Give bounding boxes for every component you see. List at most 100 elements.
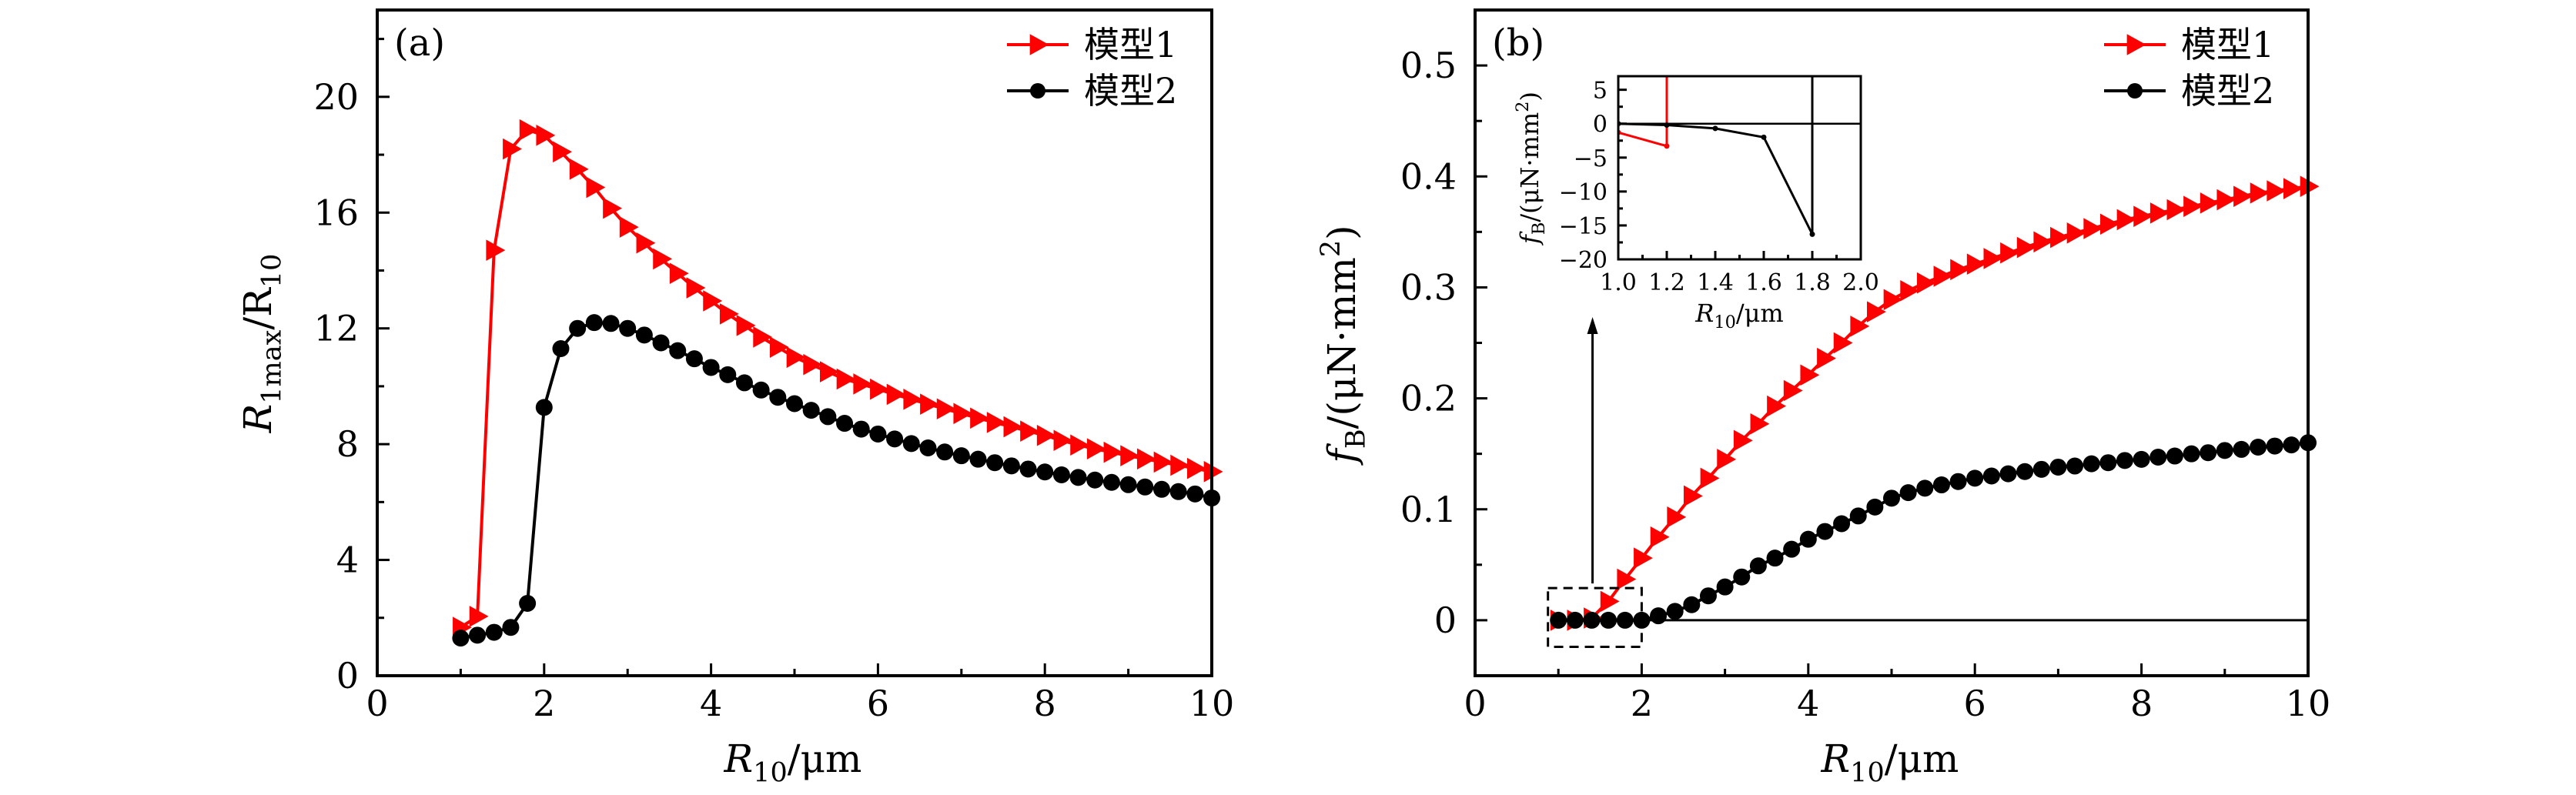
y-axis-title: R1max/R10 <box>236 254 288 434</box>
data-point <box>569 159 589 180</box>
y-tick-label: 0.4 <box>1400 155 1457 197</box>
data-point <box>1153 480 1170 498</box>
data-point <box>1783 540 1801 558</box>
data-point <box>2216 189 2236 211</box>
data-point <box>952 447 970 465</box>
inset-x-tick-label: 1.8 <box>1794 269 1831 296</box>
data-point <box>1019 460 1037 478</box>
inset-x-tick-label: 1.2 <box>1648 269 1685 296</box>
data-point <box>736 315 756 336</box>
data-point <box>1583 611 1601 629</box>
data-point <box>569 319 587 337</box>
data-point <box>886 430 904 448</box>
inset-chart: 1.0 1.2 1.4 1.6 1.8 2.0 5 0 −5 −10 −15 −20 R10/μm fB/… <box>1513 75 1879 332</box>
data-point <box>1950 259 1970 281</box>
y-tick-label: 4 <box>336 539 359 581</box>
data-point <box>1550 611 1567 629</box>
data-point <box>686 277 706 299</box>
data-point <box>1717 449 1737 470</box>
x-tick-label: 10 <box>1189 683 1235 724</box>
data-point <box>1069 469 1087 486</box>
data-point <box>2050 226 2069 249</box>
data-point <box>1650 607 1668 625</box>
data-point <box>2266 437 2283 455</box>
data-point <box>1683 485 1703 507</box>
axis-title-subscript: 10 <box>1850 758 1885 789</box>
legend-marker <box>1029 34 1049 55</box>
data-point <box>2200 192 2220 214</box>
axis-title-symbol: R <box>236 404 280 434</box>
data-point <box>2149 448 2167 466</box>
data-point <box>1749 557 1767 575</box>
data-point <box>2116 452 2133 469</box>
inset-data-point <box>1664 122 1670 128</box>
y-tick-label: 20 <box>313 76 359 118</box>
axis-title-symbol: R <box>1694 299 1714 328</box>
x-tick-label: 2 <box>1631 683 1653 724</box>
inset-y-tick-label: −5 <box>1574 145 1607 172</box>
y-tick-label: 0 <box>336 655 359 696</box>
data-point <box>1086 471 1104 489</box>
legend-item: 模型2 <box>1007 70 1177 112</box>
data-point <box>1103 441 1123 463</box>
data-point <box>1186 457 1206 479</box>
data-point <box>1169 483 1187 500</box>
data-point <box>1003 416 1023 438</box>
data-point <box>2166 447 2183 465</box>
data-point <box>786 395 803 413</box>
zoom-region-box <box>1547 586 1643 649</box>
data-point <box>886 383 906 406</box>
inset-y-tick-label: −15 <box>1559 213 1607 240</box>
data-point <box>1203 461 1223 483</box>
data-point <box>2099 213 2119 235</box>
data-point <box>1932 476 1950 494</box>
data-point <box>803 353 823 376</box>
data-point <box>486 239 506 261</box>
data-point <box>2267 180 2287 202</box>
inset-axes-frame <box>1617 75 1862 261</box>
axis-title-unit: /μm <box>1885 737 1959 781</box>
y-tick-label: 16 <box>313 192 359 233</box>
data-point <box>669 342 687 359</box>
data-point <box>769 336 789 358</box>
data-point <box>1600 611 1618 629</box>
data-point <box>2033 231 2053 253</box>
inset-plot-area <box>1618 76 1861 237</box>
data-point <box>953 403 973 425</box>
legend-label: 模型2 <box>2181 70 2274 112</box>
data-point <box>986 412 1006 433</box>
data-point <box>703 290 723 312</box>
data-point <box>1849 507 1867 525</box>
axis-title-symbol: R <box>1821 737 1851 781</box>
data-point <box>1867 301 1886 322</box>
data-point <box>1070 434 1090 456</box>
x-tick-label: 4 <box>700 683 722 724</box>
data-point <box>1916 479 1934 497</box>
data-point <box>1883 489 1900 507</box>
data-point <box>970 407 989 429</box>
legend-item: 模型1 <box>2104 24 2274 65</box>
data-point <box>1136 448 1156 470</box>
panel-b-chart: 0 2 4 6 8 1000.10.20.30.40.5(b)R10/μmfB/(μN·m… <box>1316 8 2330 789</box>
data-point <box>1783 379 1803 402</box>
inset-x-tick-label: 1.0 <box>1600 269 1637 296</box>
data-point <box>1600 590 1620 613</box>
data-point <box>469 626 487 644</box>
data-point <box>2233 440 2250 458</box>
data-point <box>535 399 553 416</box>
axis-title-unit: /μm <box>788 737 862 781</box>
axis-title-symbol: R <box>724 737 754 781</box>
data-point <box>1999 465 2017 483</box>
y-tick-label: 0.3 <box>1400 266 1457 308</box>
legend-marker <box>2127 83 2143 99</box>
data-point <box>1086 438 1106 459</box>
data-point <box>753 326 773 348</box>
axis-title-subscript: 10 <box>257 254 288 289</box>
data-point <box>902 435 920 453</box>
x-tick-label: 8 <box>2130 683 2153 724</box>
data-point <box>586 176 606 199</box>
axis-title-close: ) <box>1320 225 1364 240</box>
data-point <box>2166 199 2186 221</box>
data-point <box>1750 413 1770 435</box>
